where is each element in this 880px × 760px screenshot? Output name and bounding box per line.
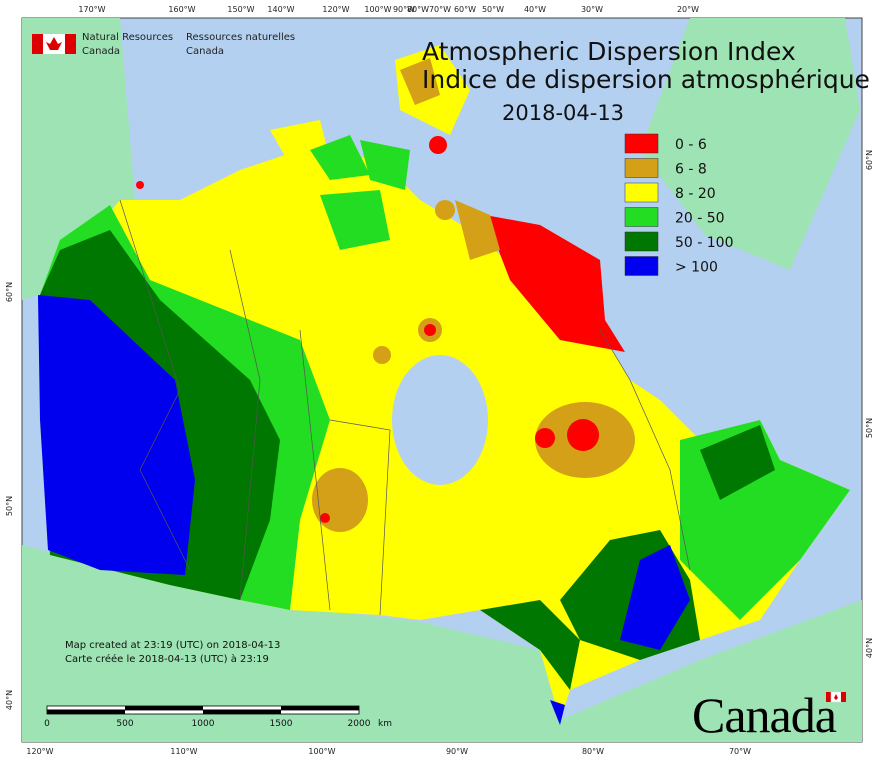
graticule-label: 140°W: [267, 5, 294, 14]
graticule-label: 50°N: [5, 496, 14, 516]
graticule-label: 40°W: [524, 5, 546, 14]
graticule-label: 150°W: [227, 5, 254, 14]
graticule-label: 110°W: [170, 747, 197, 756]
legend-swatch: [624, 182, 659, 203]
legend-label: 20 - 50: [675, 211, 725, 227]
legend-label: 8 - 20: [675, 186, 716, 202]
dispersion-zones: [38, 45, 850, 725]
graticule-label: 120°W: [322, 5, 349, 14]
graticule-label: 100°W: [308, 747, 335, 756]
wordmark: Canada: [692, 687, 837, 743]
title-fr: Indice de dispersion atmosphérique: [422, 65, 870, 94]
graticule-label: 170°W: [78, 5, 105, 14]
legend-swatch: [624, 207, 659, 227]
legend-swatch: [624, 231, 659, 252]
graticule-label: 70°W: [429, 5, 451, 14]
agency-name: Canada: [186, 46, 224, 57]
legend-swatch: [624, 256, 659, 276]
title-en: Atmospheric Dispersion Index: [422, 37, 796, 66]
graticule-label: 60°N: [5, 282, 14, 302]
graticule-label: 30°W: [581, 5, 603, 14]
graticule-label: 90°W: [393, 5, 415, 14]
legend-label: 6 - 8: [675, 162, 707, 178]
graticule-label: 70°W: [729, 747, 751, 756]
graticule-label: 100°W: [364, 5, 391, 14]
agency-name: Canada: [82, 46, 120, 57]
map-note: Map created at 23:19 (UTC) on 2018-04-13: [65, 640, 280, 651]
legend-label: 0 - 6: [675, 137, 707, 153]
legend-label: 50 - 100: [675, 235, 734, 251]
agency-name: Natural Resources: [82, 32, 173, 43]
boundaries: [119, 199, 691, 616]
graticule-label: 60°N: [865, 150, 874, 170]
graticule-label: 40°N: [5, 690, 14, 710]
legend-label: > 100: [675, 260, 718, 276]
graticule-label: 80°W: [582, 747, 604, 756]
title-date: 2018-04-13: [502, 101, 624, 125]
graticule-label: 60°W: [454, 5, 476, 14]
agency-name: Ressources naturelles: [186, 32, 295, 43]
legend-swatch: [624, 133, 659, 154]
legend-swatch: [624, 158, 659, 178]
map-note: Carte créée le 2018-04-13 (UTC) à 23:19: [65, 653, 269, 665]
graticule-label: 50°W: [482, 5, 504, 14]
wordmark-flag: [826, 691, 846, 703]
graticule-label: 80°W: [407, 5, 429, 14]
graticule-label: 90°W: [446, 747, 468, 756]
graticule-label: 50°N: [865, 418, 874, 438]
scale-label: 2000: [348, 719, 371, 729]
graticule-label: 160°W: [168, 5, 195, 14]
scale-label: 1000: [192, 719, 215, 729]
scale-label: 1500: [270, 719, 293, 729]
scale-label: 0: [44, 719, 50, 729]
nrcan-flag: [32, 34, 76, 54]
scale-label: 500: [116, 719, 133, 729]
scale-unit: km: [378, 719, 392, 729]
graticule-label: 40°N: [865, 638, 874, 658]
scale-bar: [46, 705, 360, 715]
base-land: [22, 18, 862, 742]
graticule-label: 20°W: [677, 5, 699, 14]
graticule-label: 120°W: [26, 747, 53, 756]
